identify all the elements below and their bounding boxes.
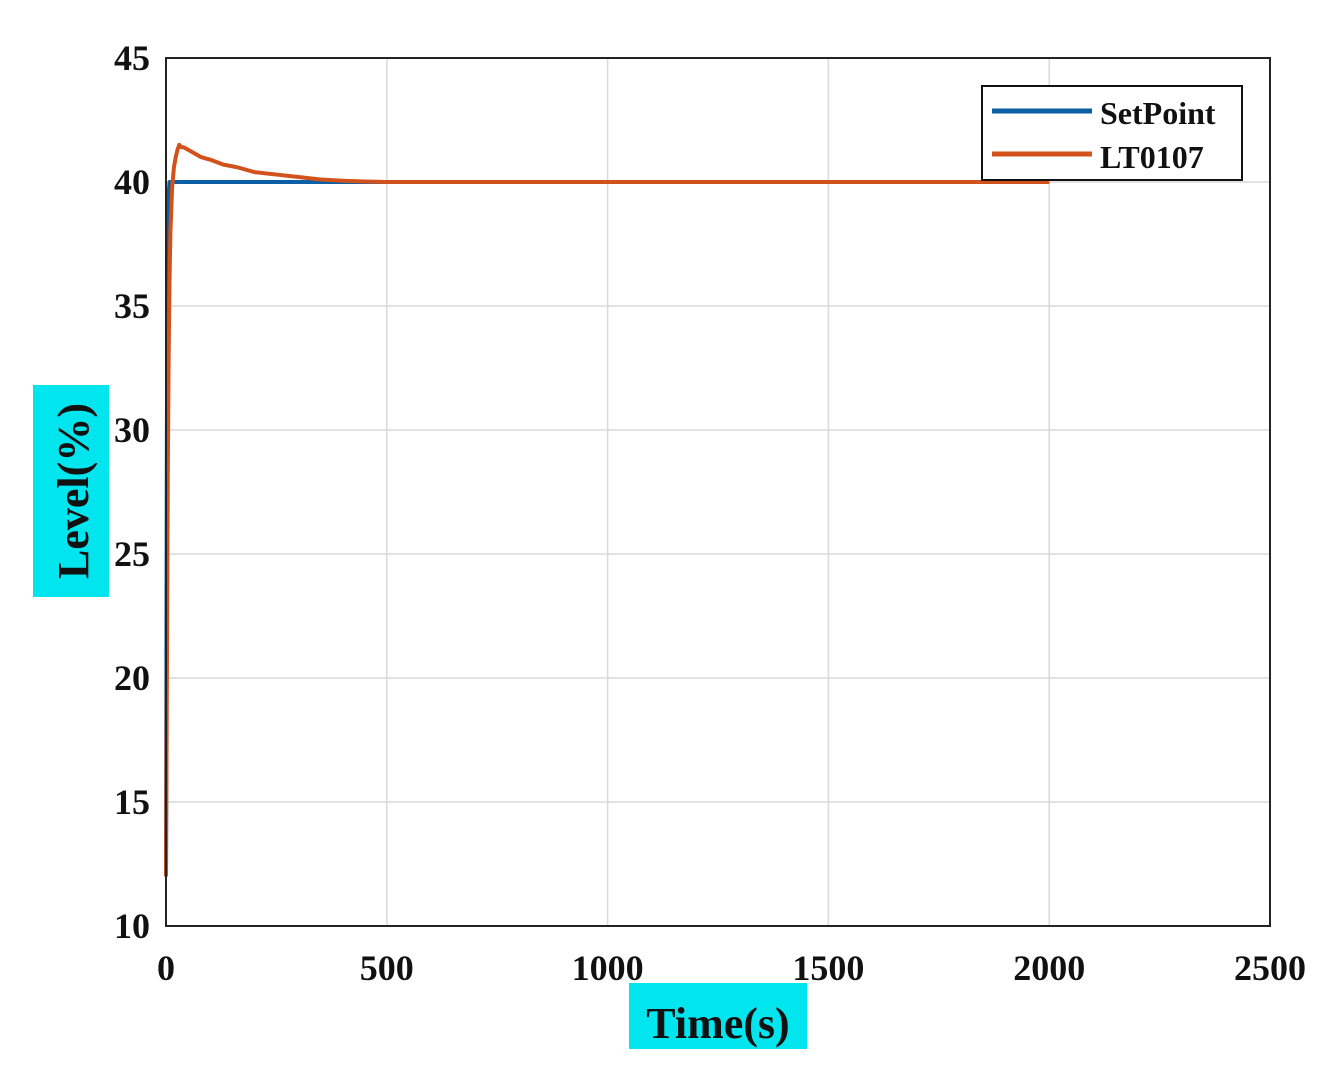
series-line-lt0107 [164, 142, 1050, 877]
x-tick-label: 1000 [572, 948, 644, 988]
y-tick-label: 30 [114, 410, 150, 450]
plot-frame [165, 57, 1271, 927]
legend-label-setpoint: SetPoint [1100, 95, 1216, 131]
y-tick-label: 10 [114, 906, 150, 946]
grid [166, 58, 1270, 926]
y-tick-label: 25 [114, 534, 150, 574]
y-tick-label: 20 [114, 658, 150, 698]
x-tick-label: 2000 [1013, 948, 1085, 988]
y-axis-title-highlight [33, 385, 109, 597]
tick-labels: 0 500 1000 1500 2000 2500 10 15 20 25 30 35 40 45 [114, 38, 1306, 988]
x-tick-label: 500 [360, 948, 414, 988]
y-tick-label: 15 [114, 782, 150, 822]
legend-label-lt0107: LT0107 [1100, 139, 1204, 175]
legend: SetPoint LT0107 [981, 85, 1243, 181]
x-axis-title: Time(s) [629, 983, 807, 1049]
y-axis-title: Level(%) [33, 385, 109, 597]
x-axis-title-highlight [629, 983, 807, 1049]
y-tick-label: 45 [114, 38, 150, 78]
x-axis-label: Time(s) [646, 999, 789, 1048]
x-tick-label: 0 [157, 948, 175, 988]
y-tick-label: 35 [114, 286, 150, 326]
y-axis-label: Level(%) [49, 403, 98, 579]
x-tick-label: 1500 [792, 948, 864, 988]
y-tick-label: 40 [114, 162, 150, 202]
legend-box [981, 85, 1243, 181]
x-tick-label: 2500 [1234, 948, 1306, 988]
